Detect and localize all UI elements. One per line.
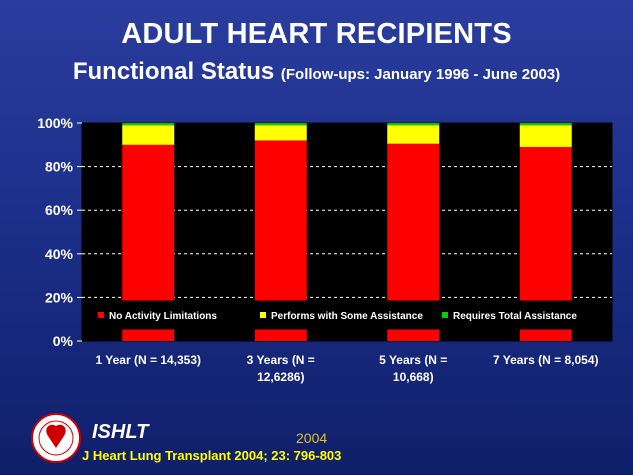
y-tick-label: 0% — [53, 333, 74, 349]
legend-swatch — [260, 312, 266, 318]
x-tick-label: 5 Years (N = — [379, 353, 447, 367]
subtitle-main: Functional Status — [72, 58, 275, 85]
bar-segment — [519, 125, 572, 147]
chart-title: ADULT HEART RECIPIENTS — [121, 18, 512, 50]
bar-segment — [254, 125, 307, 141]
bar-segment — [387, 125, 440, 144]
subtitle-detail: (Follow-ups: January 1996 - June 2003) — [280, 66, 561, 83]
legend — [89, 300, 601, 330]
legend-label: Performs with Some Assistance — [271, 311, 423, 322]
bar-segment — [122, 123, 175, 126]
ishlt-logo-icon — [31, 413, 81, 463]
footer-reference: J Heart Lung Transplant 2004; 23: 796-80… — [82, 448, 342, 463]
y-tick-label: 60% — [45, 202, 74, 218]
y-tick-label: 100% — [37, 115, 73, 131]
bar-segment — [254, 123, 307, 126]
legend-label: No Activity Limitations — [109, 311, 217, 322]
legend-swatch — [98, 312, 104, 318]
footer-year: 2004 — [296, 430, 328, 446]
legend-label: Requires Total Assistance — [453, 311, 577, 322]
x-tick-label: 3 Years (N = — [247, 353, 315, 367]
footer-org: ISHLT — [92, 421, 149, 443]
x-tick-label: 1 Year (N = 14,353) — [95, 353, 201, 367]
x-tick-label: 12,6286) — [257, 370, 304, 384]
y-tick-label: 20% — [45, 289, 74, 305]
y-tick-label: 40% — [45, 246, 74, 262]
bar-segment — [122, 125, 175, 145]
x-tick-label: 10,668) — [393, 370, 434, 384]
chart-subtitle: Functional Status (Follow-ups: January 1… — [0, 58, 633, 86]
y-tick-label: 80% — [45, 159, 74, 175]
bar-segment — [387, 123, 440, 126]
x-tick-label: 7 Years (N = 8,054) — [493, 353, 599, 367]
bar-segment — [519, 123, 572, 126]
legend-swatch — [442, 312, 448, 318]
